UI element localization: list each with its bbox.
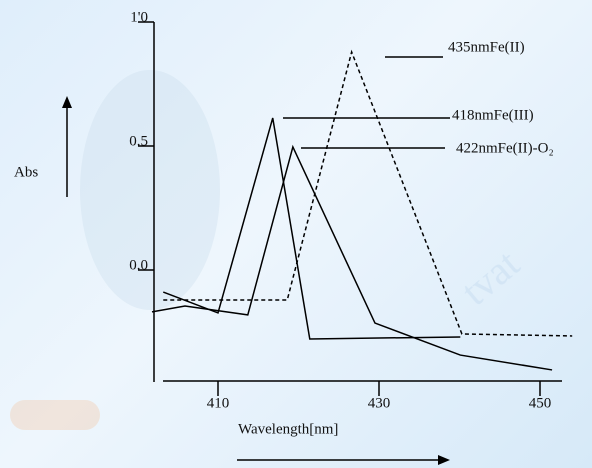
y-tick-label: 0.5: [129, 133, 148, 149]
x-tick-label: 450: [529, 395, 552, 411]
watermark: tvat: [453, 241, 528, 314]
y-arrow-head: [62, 96, 72, 108]
y-tick-label: 1'0: [130, 9, 148, 25]
x-label: Wavelength[nm]: [238, 421, 338, 437]
x-tick-label: 410: [207, 395, 230, 411]
y-tick-label: 0.0: [129, 257, 148, 273]
chart: tvat Abs Wavelength[nm] 1'0 0.5 0.0 410 430 4…: [0, 0, 592, 468]
legend-label: 418nmFe(III): [452, 107, 534, 123]
y-label: Abs: [14, 164, 38, 180]
series-line: [163, 52, 572, 336]
x-arrow-head: [438, 455, 450, 465]
x-tick-label: 430: [368, 395, 391, 411]
legend-label: 435nmFe(II): [448, 39, 525, 55]
decor: tvat: [10, 70, 528, 430]
legend-label: 422nmFe(II)-O₂: [456, 140, 554, 156]
